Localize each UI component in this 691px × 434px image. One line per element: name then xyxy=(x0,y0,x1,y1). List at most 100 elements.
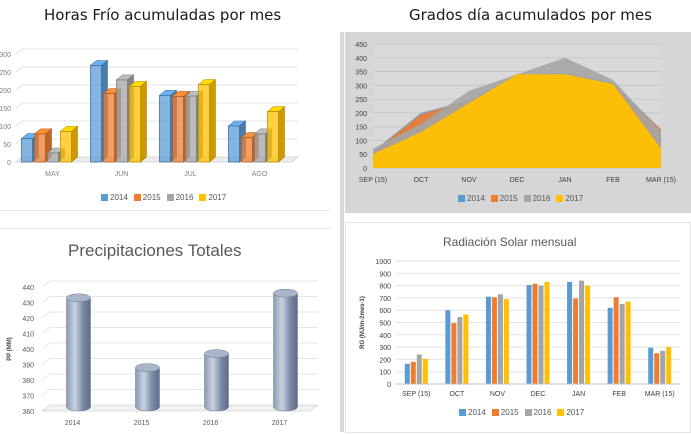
y-tick-label: 380 xyxy=(22,378,34,385)
x-tick-label: NOV xyxy=(490,391,506,398)
bar-2015-NOV xyxy=(491,297,497,384)
gridline xyxy=(41,280,51,288)
x-tick-label: DEC xyxy=(510,177,525,184)
cylinder-top xyxy=(204,349,229,358)
bar-2015-MAR (15) xyxy=(654,353,660,384)
bar-side xyxy=(71,125,78,163)
bar-side xyxy=(278,105,285,163)
cylinder-2015 xyxy=(135,367,160,412)
grados-dia-chart-panel: 0 50 100 150 200 250 300 350 400 450 SEP (15) OCT NO… xyxy=(345,32,691,213)
y-tick-label: 400 xyxy=(355,56,367,63)
gridline xyxy=(41,342,51,350)
gridline xyxy=(41,296,51,303)
y-tick-label: 150 xyxy=(355,125,367,132)
y-tick-label: 500 xyxy=(379,321,391,328)
x-tick-label: JAN xyxy=(558,177,571,184)
gridline xyxy=(15,48,23,55)
bar-2017-MAY xyxy=(60,131,72,163)
y-tick-label: 300 xyxy=(355,83,367,90)
bar-2017-MAR (15) xyxy=(666,347,672,384)
bar-side xyxy=(209,78,216,163)
cylinder-top xyxy=(66,293,91,303)
legend-label: 2014 xyxy=(467,194,485,203)
grados-dia-chart: 0 50 100 150 200 250 300 350 400 450 SEP (15) OCT NO… xyxy=(355,42,676,184)
radiacion-chart-panel: Radiación Solar mensual 0 100 200 300 400 500… xyxy=(345,222,691,433)
y-tick-label: 100 xyxy=(379,370,391,377)
y-tick-label: 0 xyxy=(7,160,11,167)
y-tick-label: 700 xyxy=(379,296,391,303)
bar-2014-JUN xyxy=(90,65,102,163)
vertical-divider xyxy=(340,32,344,432)
legend-item: 2014 xyxy=(458,194,485,203)
legend-label: 2017 xyxy=(565,194,584,203)
legend-label: 2015 xyxy=(499,194,518,203)
y-tick-label: 200 xyxy=(0,88,11,95)
bar-2016-MAR (15) xyxy=(660,350,666,384)
cylinder-2014 xyxy=(66,297,91,412)
legend-item: 2016 xyxy=(523,194,550,203)
bar-2017-JUN xyxy=(129,86,141,163)
bar-2014-DEC xyxy=(526,284,532,384)
legend-label: 2014 xyxy=(468,408,486,417)
y-tick-label: 350 xyxy=(355,70,367,77)
x-tick-label: SEP (15) xyxy=(402,391,430,398)
radiacion-title: Radiación Solar mensual xyxy=(443,235,577,249)
y-tick-label: 0 xyxy=(363,166,367,173)
bar-side xyxy=(140,80,147,163)
y-tick-label: 50 xyxy=(3,142,11,149)
bar-2016-NOV xyxy=(497,294,503,384)
x-tick-label: JUN xyxy=(115,171,129,178)
bar-2015-MAY xyxy=(34,133,46,163)
y-tick-label: 100 xyxy=(0,124,11,131)
bar-2014-OCT xyxy=(445,310,451,384)
bar-2014-JUL xyxy=(159,95,171,163)
y-tick-label: 450 xyxy=(355,42,367,49)
precipitaciones-title: Precipitaciones Totales xyxy=(68,241,242,260)
y-tick-label: 400 xyxy=(379,333,391,340)
gridline xyxy=(15,138,23,145)
legend-swatch xyxy=(524,409,532,416)
legend-item: 2014 xyxy=(459,408,486,417)
legend-item: 2017 xyxy=(556,194,583,203)
x-tick-label: SEP (15) xyxy=(359,177,387,184)
bar-2014-MAR (15) xyxy=(648,347,654,384)
grados-dia-heading: Grados día acumulados por mes xyxy=(409,6,652,24)
gridline xyxy=(41,311,51,319)
legend-item: 2014 xyxy=(101,193,128,202)
y-tick-label: 1000 xyxy=(375,259,391,266)
bar-2017-JAN xyxy=(585,285,591,384)
bar-2016-SEP (15) xyxy=(416,354,422,384)
x-tick-label: MAR (15) xyxy=(645,391,675,398)
x-tick-label: JAN xyxy=(572,391,585,398)
horas-frio-heading: Horas Frío acumuladas por mes xyxy=(44,6,282,24)
y-tick-label: 440 xyxy=(22,285,34,292)
y-tick-label: 900 xyxy=(379,271,391,278)
bar-2014-JAN xyxy=(567,281,573,384)
x-tick-label: OCT xyxy=(449,391,465,398)
y-tick-label: 200 xyxy=(379,357,391,364)
gridline xyxy=(41,389,51,396)
y-tick-label: 150 xyxy=(0,106,11,113)
y-tick-label: 50 xyxy=(359,152,367,159)
legend-label: 2017 xyxy=(208,193,227,202)
gridline xyxy=(15,102,23,109)
y-tick-label: 370 xyxy=(22,394,34,401)
y-axis-label: PP (MM) xyxy=(7,337,13,361)
x-tick-label: 2014 xyxy=(65,420,81,427)
bar-2015-JUN xyxy=(103,93,115,163)
y-tick-label: 100 xyxy=(355,138,367,145)
y-tick-label: 410 xyxy=(22,332,34,339)
x-tick-label: AGO xyxy=(252,171,268,178)
y-tick-label: 800 xyxy=(379,284,391,291)
bar-2016-DEC xyxy=(538,285,544,384)
bar-2015-OCT xyxy=(451,323,457,384)
bar-2017-JUL xyxy=(198,84,210,163)
legend-swatch xyxy=(101,194,108,201)
bar-2017-SEP (15) xyxy=(422,358,428,384)
bar-2015-DEC xyxy=(532,283,538,384)
legend-swatch xyxy=(557,409,565,416)
bar-2016-JUN xyxy=(116,79,128,163)
legend-swatch xyxy=(199,194,207,201)
x-tick-label: JUL xyxy=(184,171,197,178)
legend-item: 2017 xyxy=(557,408,584,417)
